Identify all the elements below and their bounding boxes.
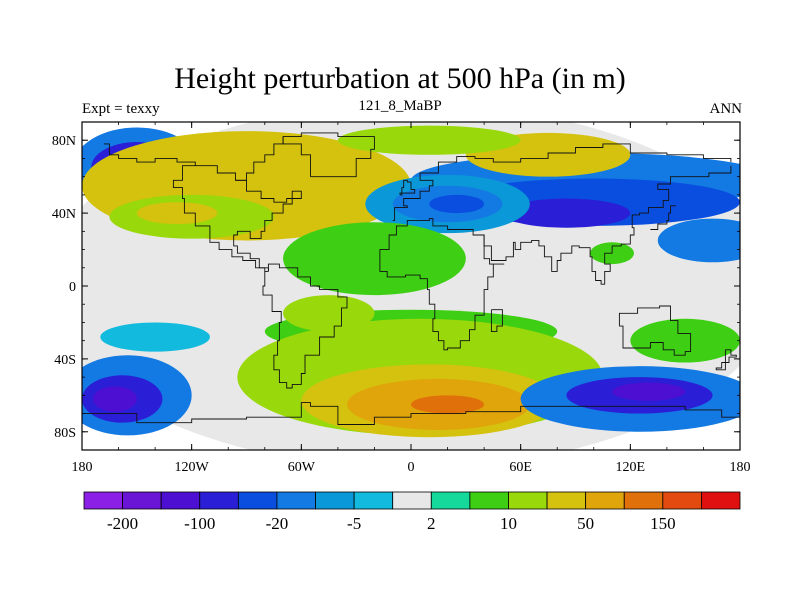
colorbar-swatch-12 <box>546 491 587 510</box>
colorbar-swatch-3 <box>199 491 239 510</box>
colorbar-swatch-13 <box>585 491 625 510</box>
colorbar-swatch-4 <box>237 491 278 510</box>
experiment-label: Expt = texxy <box>82 101 160 117</box>
colorbar-swatch-0 <box>83 491 123 510</box>
colorbar-label: -200 <box>107 514 138 533</box>
coastline-12 <box>715 349 737 371</box>
y-tick-label: 40S <box>54 353 76 368</box>
run-label: 121_8_MaBP <box>358 98 442 114</box>
coastline-2 <box>172 165 266 272</box>
coastline-10 <box>650 205 676 230</box>
coastline-1 <box>233 179 302 272</box>
x-tick-label: 120E <box>616 460 646 475</box>
colorbar-swatch-2 <box>160 491 201 510</box>
coastline-0 <box>103 136 284 181</box>
y-tick-label: 80S <box>54 426 76 441</box>
contour-region-10 <box>136 202 218 225</box>
colorbar-swatch-1 <box>122 491 162 510</box>
colorbar-swatch-10 <box>469 491 509 510</box>
coastline-11 <box>399 179 416 196</box>
contour-region-15 <box>429 194 485 214</box>
colorbar-label: -5 <box>347 514 361 533</box>
coastline-3 <box>262 263 348 389</box>
colorbar-swatch-8 <box>392 491 432 510</box>
colorbar-label: 10 <box>500 514 517 533</box>
coastline-9 <box>82 402 740 425</box>
contour-region-25 <box>92 386 137 412</box>
contour-region-7 <box>657 218 740 263</box>
colorbar-label: -20 <box>266 514 289 533</box>
contour-region-22 <box>411 395 485 414</box>
colorbar-swatch-16 <box>701 491 741 510</box>
coastline-8 <box>618 305 692 356</box>
x-tick-label: 60W <box>288 460 316 475</box>
contour-region-30 <box>630 318 740 363</box>
contour-region-29 <box>100 322 210 352</box>
colorbar-swatch-6 <box>315 491 355 510</box>
x-tick-label: 120W <box>175 460 210 475</box>
colorbar-swatch-5 <box>276 491 316 510</box>
colorbar-label: -100 <box>184 514 215 533</box>
y-tick-label: 80N <box>52 134 76 149</box>
coastline-5 <box>392 143 732 221</box>
colorbar-label: 50 <box>577 514 594 533</box>
chart-title: Height perturbation at 500 hPa (in m) <box>174 62 626 95</box>
contour-region-28 <box>612 382 686 401</box>
x-tick-label: 0 <box>408 460 415 475</box>
coastline-6 <box>379 218 505 351</box>
colorbar-swatch-15 <box>662 491 702 510</box>
coastline-7 <box>473 165 732 285</box>
x-tick-label: 60E <box>509 460 532 475</box>
contour-region-6 <box>502 198 631 228</box>
y-tick-label: 0 <box>69 280 76 295</box>
colorbar-swatch-14 <box>623 491 664 510</box>
colorbar: -200 -100 -20 -5 2 10 50 150 <box>83 491 741 533</box>
colorbar-label: 150 <box>650 514 676 533</box>
x-axis: 180 120W 60W 0 60E 120E 180 <box>72 122 751 475</box>
contour-region-12 <box>337 125 521 155</box>
y-axis: 80N 40N 0 40S 80S <box>52 134 740 441</box>
colorbar-swatch-9 <box>430 491 471 510</box>
x-tick-label: 180 <box>730 460 751 475</box>
coastline-4 <box>282 132 375 178</box>
season-label: ANN <box>709 101 743 117</box>
coastline-13 <box>490 309 503 333</box>
coastline-layer <box>82 132 740 425</box>
x-tick-label: 180 <box>72 460 93 475</box>
colorbar-swatch-7 <box>353 491 394 510</box>
contour-region-18 <box>283 295 375 332</box>
colorbar-swatch-11 <box>508 491 548 510</box>
y-tick-label: 40N <box>52 207 76 222</box>
colorbar-label: 2 <box>427 514 436 533</box>
